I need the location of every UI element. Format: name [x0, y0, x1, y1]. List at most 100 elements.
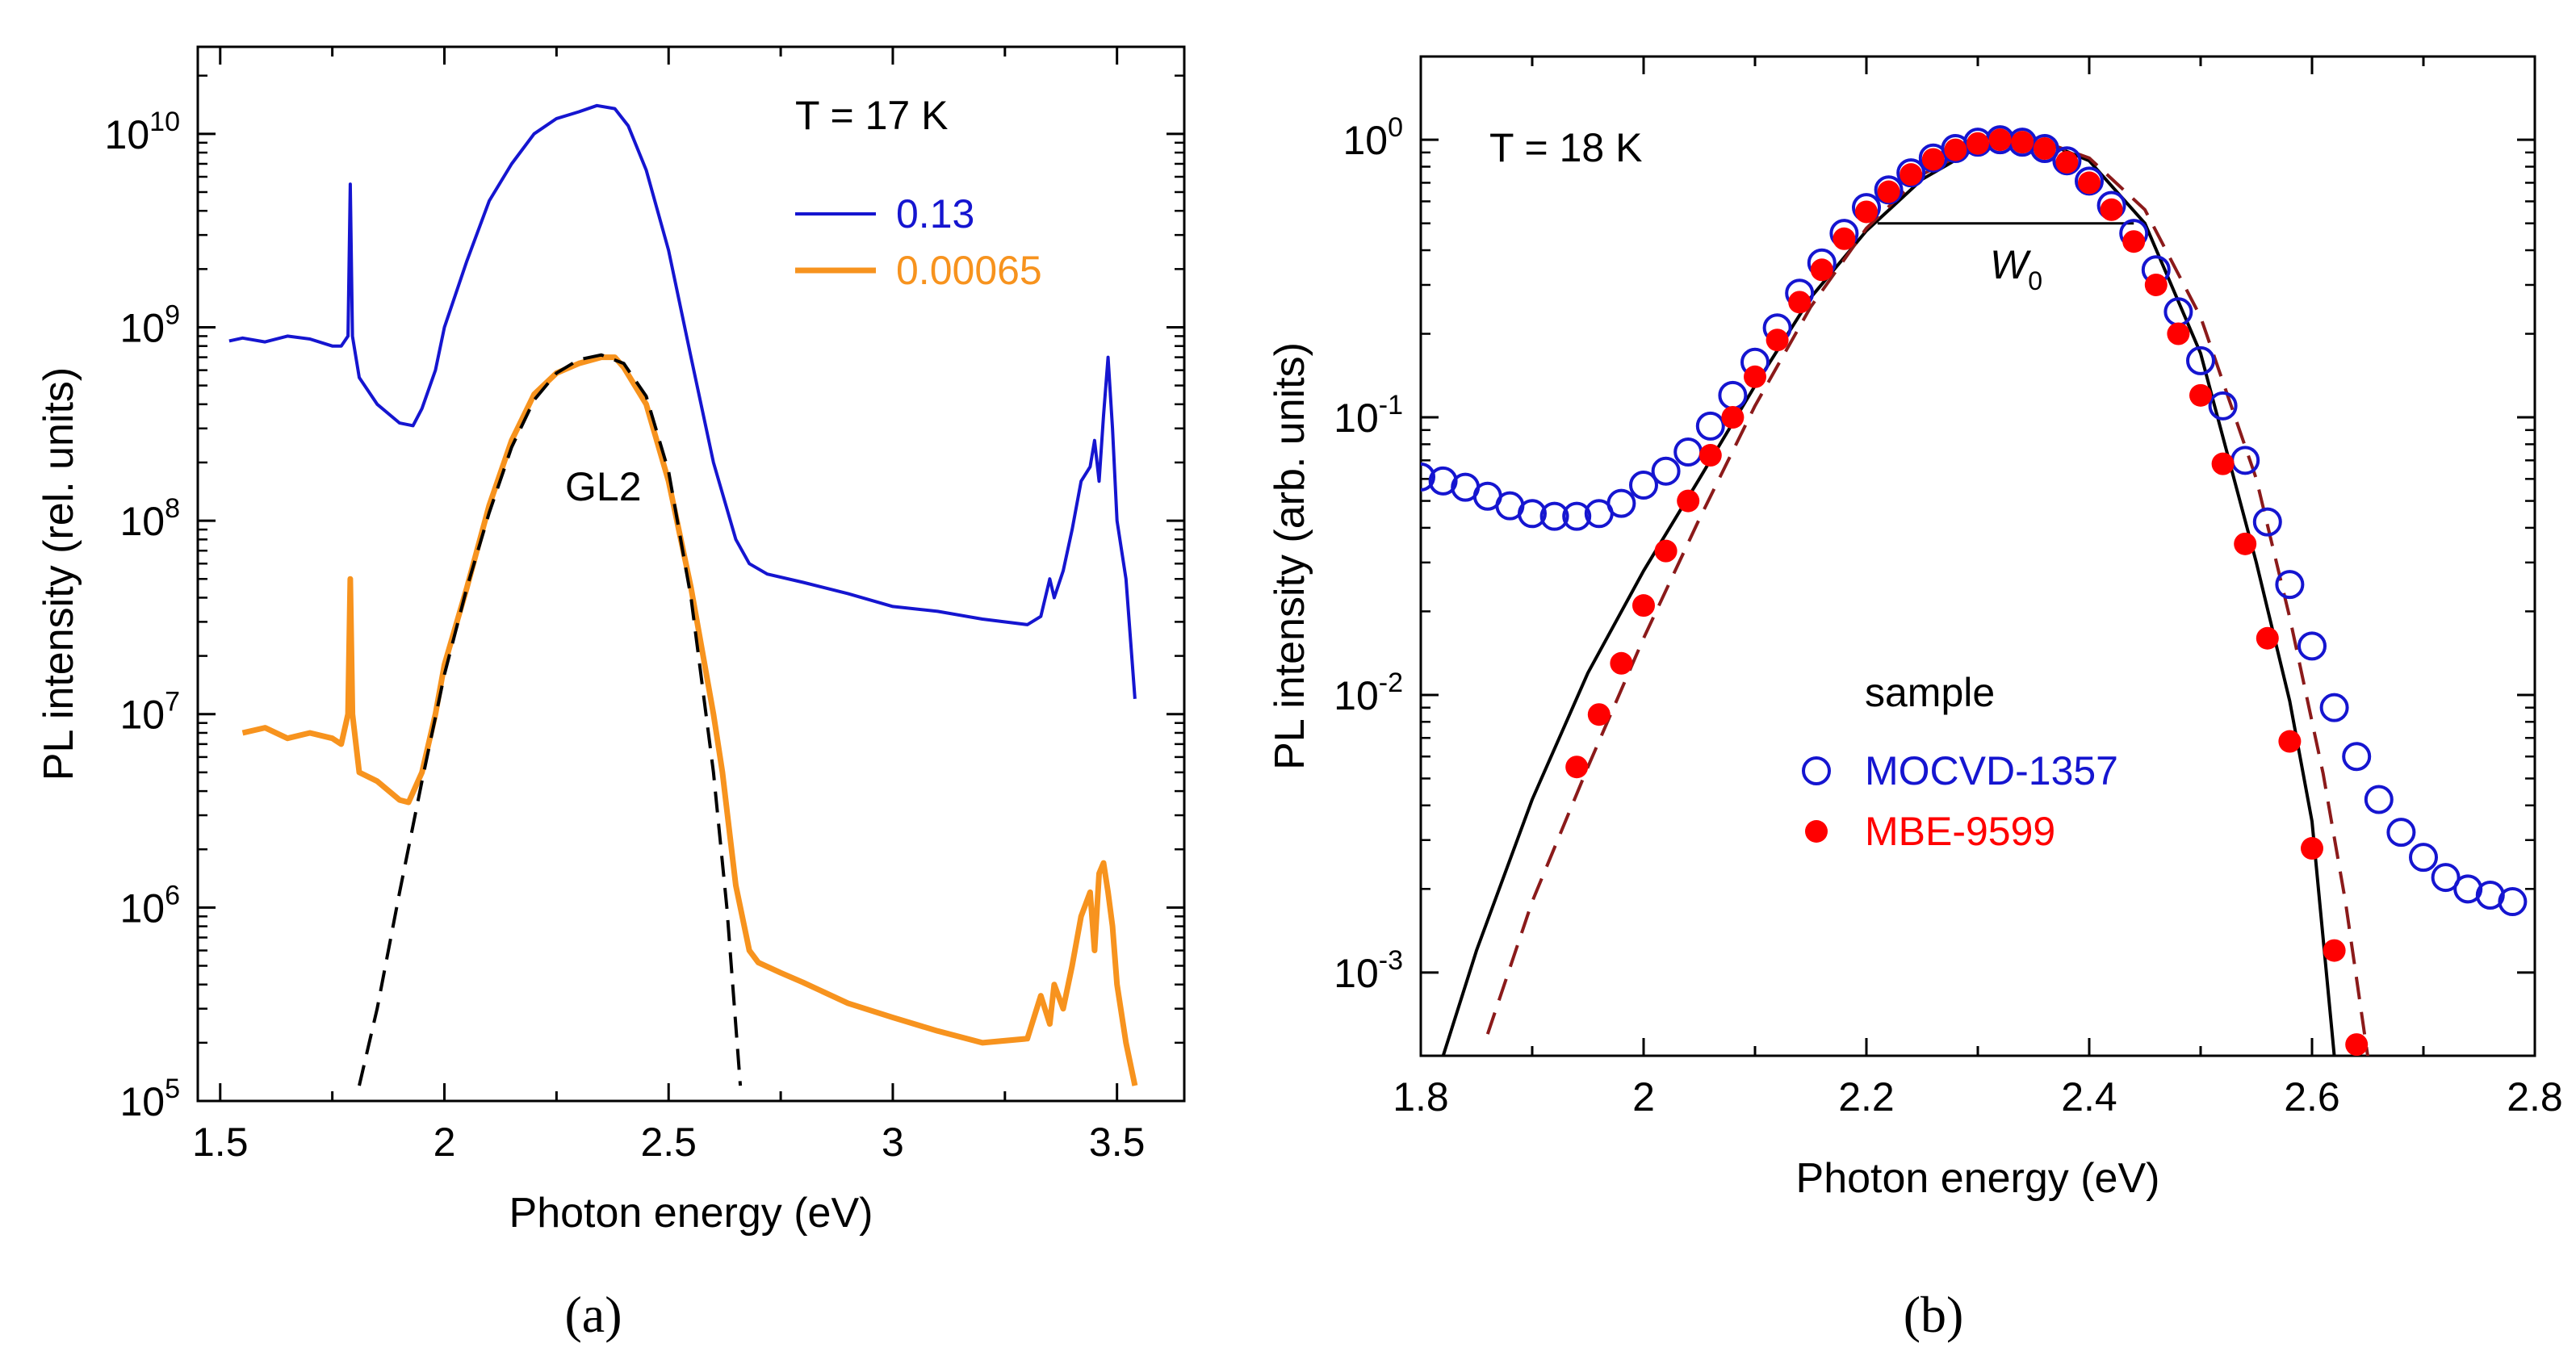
point-mbe-9599-12: [1833, 227, 1856, 250]
series-fit-solid-line: [1441, 138, 2336, 1056]
panel-a-ytick-label-5: 1010: [105, 107, 180, 157]
panel-b-xtick-label-1: 2: [1632, 1074, 1655, 1120]
panel-b-ytick-label-1: 10-2: [1334, 668, 1403, 718]
point-mbe-9599-26: [2144, 273, 2168, 296]
panel-b-annotation: T = 18 K: [1489, 125, 1642, 170]
fwhm-label-main: W: [1990, 242, 2032, 287]
point-mocvd-1357-5: [1518, 499, 1547, 529]
point-mbe-9599-6: [1698, 444, 1722, 467]
panel-a-y-label: PL intensity (rel. units): [36, 367, 82, 781]
point-mbe-9599-20: [2011, 131, 2034, 154]
point-mocvd-1357-49: [2498, 887, 2528, 917]
panel-b-xtick-label-3: 2.4: [2061, 1074, 2117, 1120]
point-mbe-9599-32: [2278, 730, 2302, 753]
point-mbe-9599-10: [1788, 291, 1812, 314]
point-mbe-9599-13: [1855, 200, 1878, 224]
point-mbe-9599-0: [1565, 756, 1589, 779]
point-mbe-9599-19: [1988, 128, 2012, 152]
panel-a-x-label: Photon energy (eV): [509, 1190, 873, 1237]
point-mbe-9599-16: [1921, 148, 1945, 171]
point-mocvd-1357-39: [2275, 570, 2305, 600]
panel-b-caption: (b): [1904, 1286, 1964, 1343]
point-mbe-9599-34: [2323, 939, 2346, 962]
legend-marker-mocvd: [1802, 756, 1831, 785]
fwhm-label-sub: 0: [2028, 266, 2042, 295]
point-mocvd-1357-22: [1896, 158, 1926, 188]
panel-a-xtick-label-1: 2: [434, 1120, 456, 1165]
point-mocvd-1357-14: [1718, 380, 1748, 410]
panel-a-xtick-label-2: 2.5: [640, 1120, 697, 1165]
panel-b-ytick-label-2: 10-1: [1334, 390, 1403, 441]
legend-marker-mbe: [1805, 820, 1828, 843]
panel-a-peak-label: GL2: [565, 464, 642, 509]
panel-b-ytick-label-0: 10-3: [1334, 945, 1403, 996]
point-mocvd-1357-1: [1428, 466, 1458, 496]
point-mocvd-1357-10: [1629, 471, 1658, 500]
legend-label-0.00065: 0.00065: [896, 248, 1042, 293]
point-mbe-9599-18: [1967, 132, 1989, 155]
panel-a-xtick-label-0: 1.5: [192, 1120, 249, 1165]
point-mbe-9599-14: [1877, 180, 1900, 203]
point-mbe-9599-15: [1900, 163, 1923, 186]
point-mocvd-1357-6: [1539, 501, 1569, 531]
point-mbe-9599-9: [1766, 329, 1789, 352]
panel-a-ytick-label-4: 109: [119, 299, 180, 350]
panel-b-plot-frame: [1419, 55, 2536, 1057]
series-0-13-line: [228, 103, 1137, 699]
panel-b: 1.8 2 2.2 2.4 2.6 2.8 10-3 10-2 10-1 100 T = 18 K…: [1267, 55, 2563, 1343]
point-mocvd-1357-36: [2208, 391, 2238, 421]
panel-b-xtick-label-5: 2.8: [2507, 1074, 2563, 1120]
series-mbe-9599-points: [1565, 128, 2369, 1056]
point-mocvd-1357-43: [2364, 785, 2394, 814]
point-mocvd-1357-38: [2252, 507, 2282, 537]
point-mbe-9599-35: [2345, 1033, 2369, 1056]
legend-label-mbe: MBE-9599: [1865, 809, 2055, 854]
point-mbe-9599-23: [2078, 171, 2101, 195]
panel-b-x-label: Photon energy (eV): [1796, 1155, 2160, 1202]
point-mocvd-1357-41: [2319, 693, 2349, 722]
panel-a-annotation: T = 17 K: [795, 93, 948, 138]
point-mbe-9599-3: [1632, 594, 1655, 617]
point-mbe-9599-5: [1677, 489, 1700, 513]
point-mbe-9599-21: [2033, 137, 2056, 161]
panel-b-y-label: PL intensity (arb. units): [1267, 342, 1313, 770]
panel-a-plot-frame: [196, 45, 1186, 1103]
point-mocvd-1357-46: [2431, 863, 2461, 893]
point-mbe-9599-7: [1721, 406, 1745, 429]
point-mocvd-1357-13: [1695, 411, 1725, 441]
point-mocvd-1357-7: [1562, 501, 1592, 531]
panel-b-xtick-label-2: 2.2: [1838, 1074, 1895, 1120]
point-mbe-9599-29: [2211, 452, 2235, 475]
point-mbe-9599-2: [1610, 651, 1633, 675]
point-mbe-9599-31: [2256, 626, 2279, 650]
panel-a-caption: (a): [564, 1286, 622, 1343]
point-mocvd-1357-11: [1651, 456, 1681, 486]
point-mbe-9599-24: [2100, 198, 2123, 221]
point-mocvd-1357-35: [2186, 345, 2215, 375]
point-mbe-9599-22: [2055, 150, 2079, 174]
panel-a-ytick-label-2: 107: [119, 687, 180, 738]
legend-label-0.13: 0.13: [896, 191, 974, 236]
point-mocvd-1357-45: [2409, 843, 2438, 873]
point-mocvd-1357-42: [2342, 742, 2372, 772]
point-mocvd-1357-12: [1673, 437, 1703, 467]
panel-a-xtick-label-3: 3: [882, 1120, 904, 1165]
point-mocvd-1357-9: [1606, 488, 1636, 518]
panel-a-ytick-label-1: 106: [119, 880, 180, 931]
legend-title: sample: [1865, 670, 1995, 715]
point-mbe-9599-33: [2301, 837, 2323, 860]
series-gl2-fit-line: [358, 353, 743, 1086]
panel-a-ytick-label-3: 108: [119, 493, 180, 544]
panel-b-xtick-label-0: 1.8: [1393, 1074, 1449, 1120]
point-mbe-9599-17: [1944, 138, 1967, 161]
point-mocvd-1357-37: [2230, 446, 2260, 475]
point-mbe-9599-11: [1810, 258, 1833, 282]
series-0-00065-line: [241, 354, 1138, 1086]
fwhm-label: W0: [1990, 242, 2042, 295]
point-mbe-9599-28: [2189, 383, 2212, 407]
point-mocvd-1357-29: [2052, 146, 2082, 176]
point-mbe-9599-8: [1744, 365, 1766, 388]
point-mocvd-1357-47: [2453, 874, 2483, 904]
point-mocvd-1357-40: [2297, 631, 2327, 661]
